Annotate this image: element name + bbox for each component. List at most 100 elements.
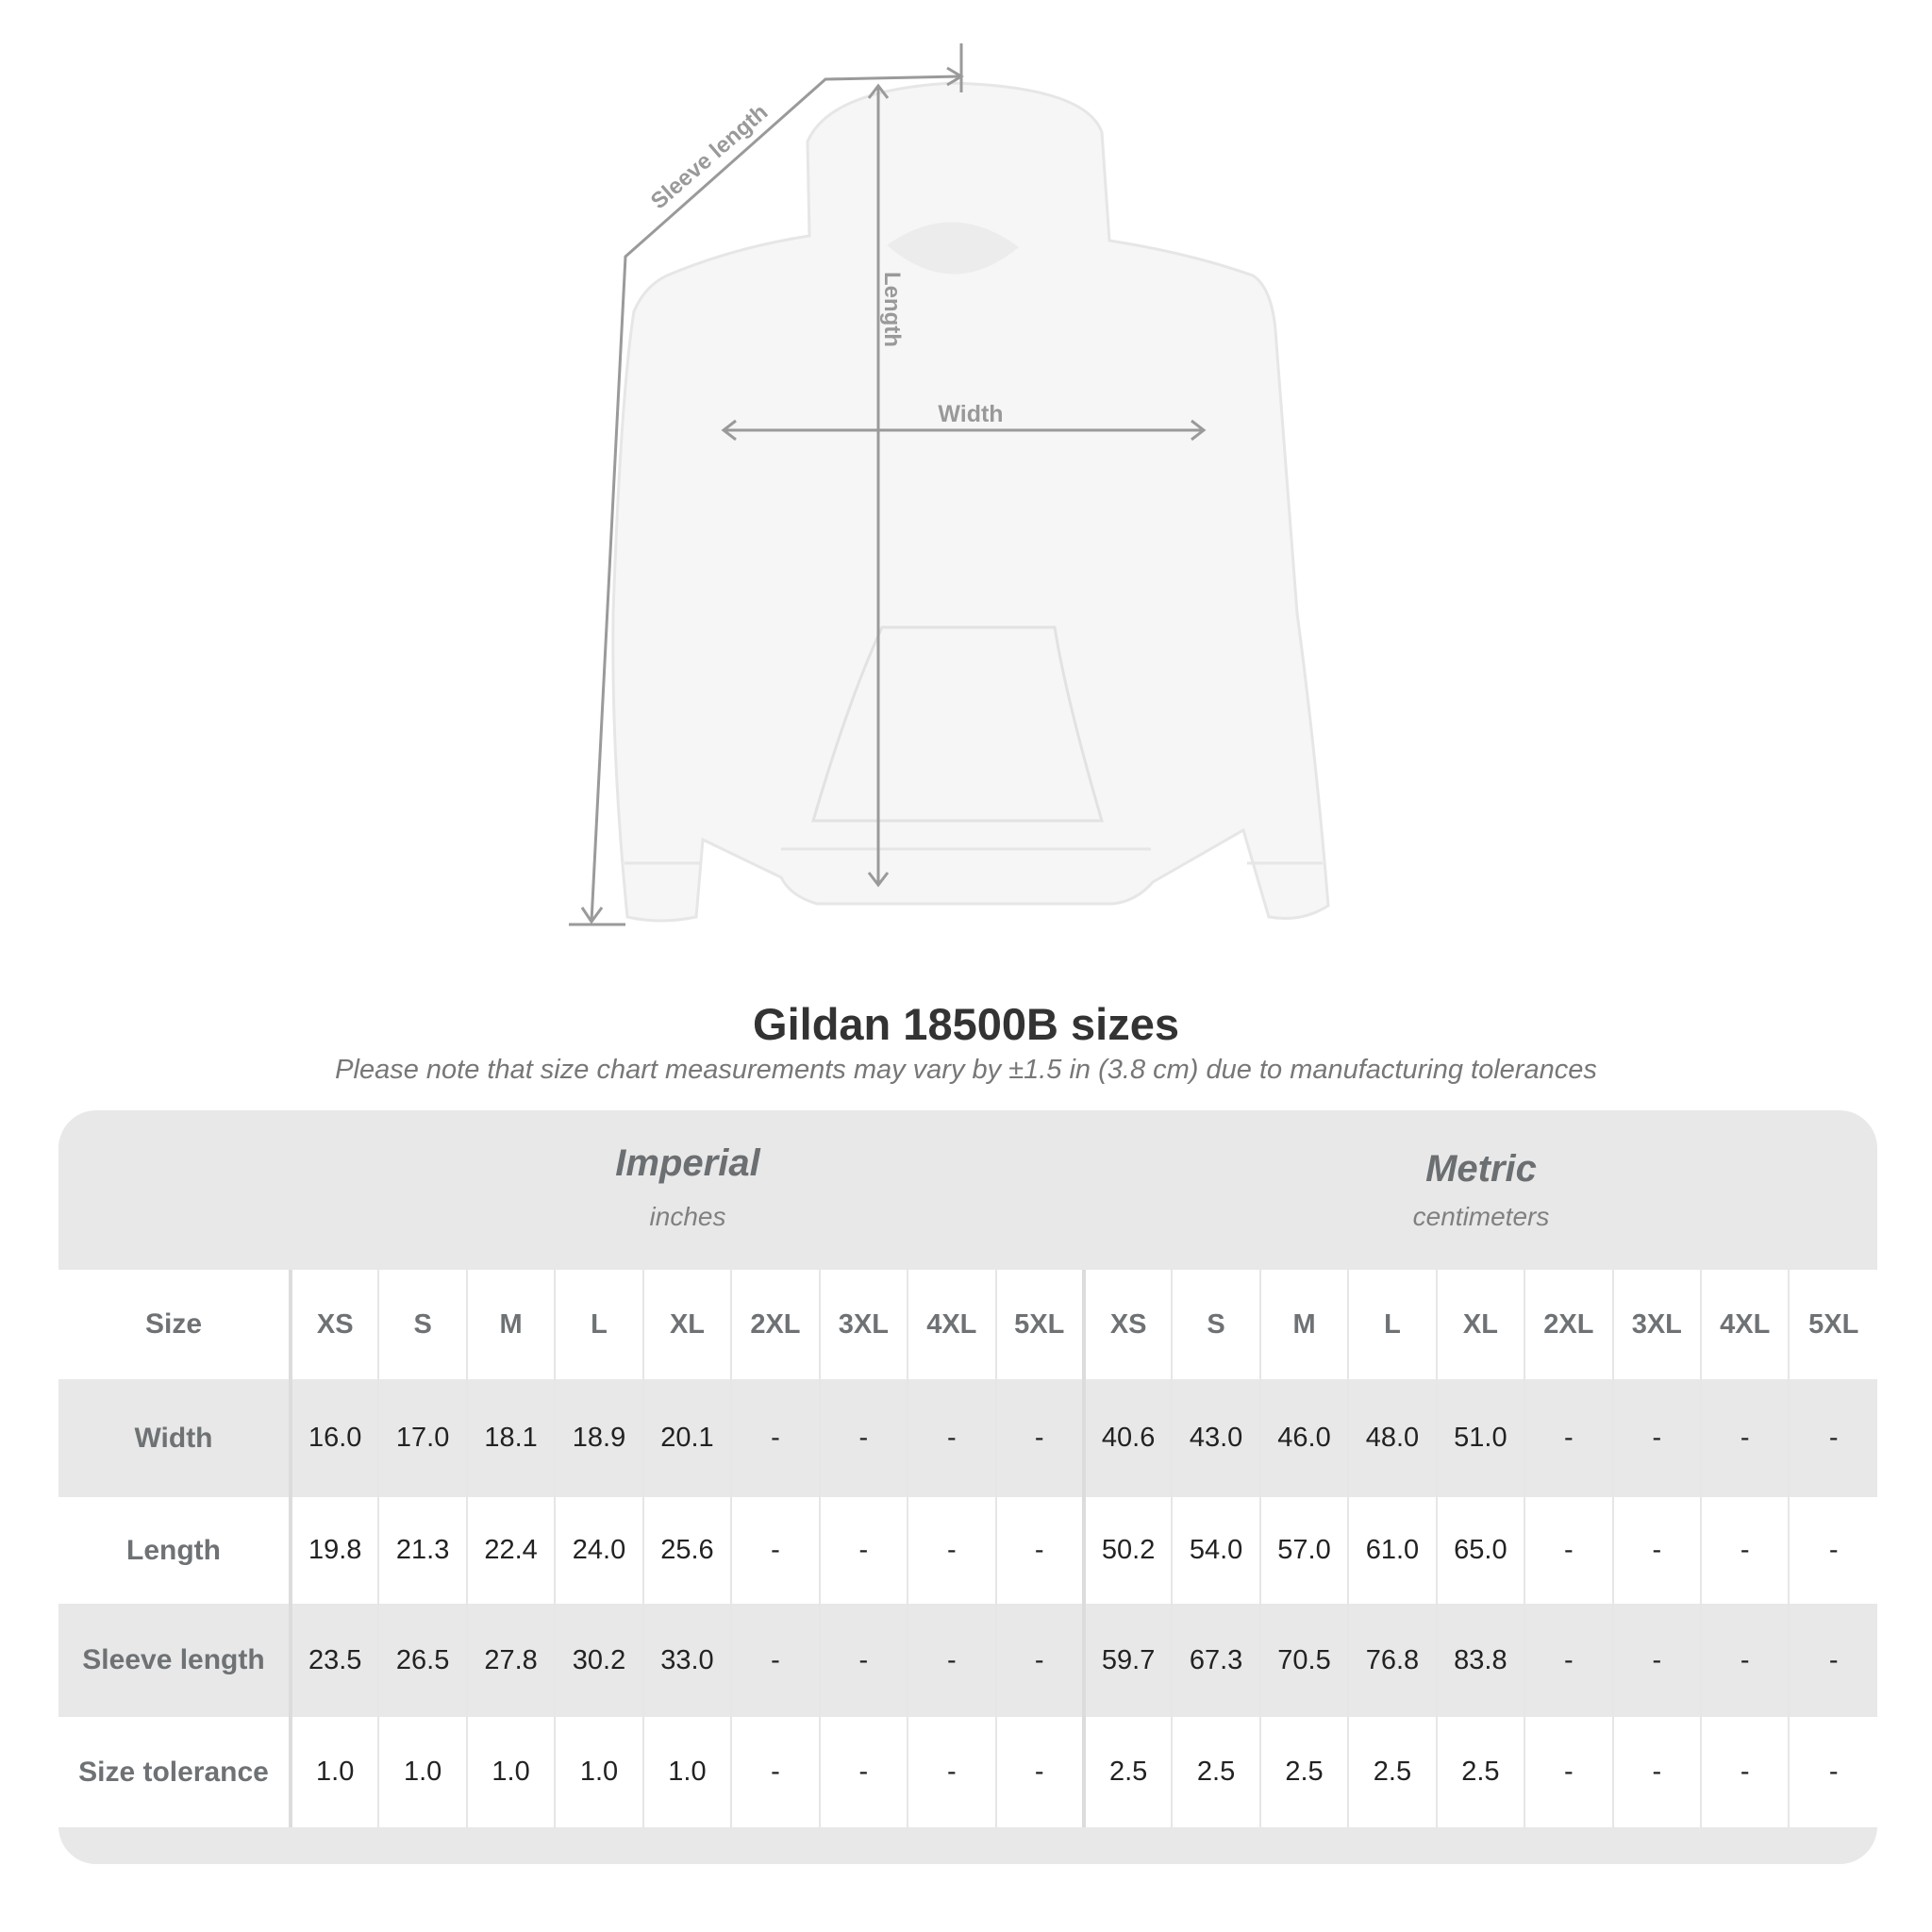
imperial-value-cell: 24.0: [554, 1497, 643, 1604]
metric-value-cell: -: [1788, 1717, 1877, 1827]
imperial-value-cell: -: [818, 1379, 908, 1497]
metric-value-cell: 76.8: [1347, 1604, 1437, 1717]
metric-title: Metric: [1425, 1148, 1537, 1190]
metric-value-cell: 40.6: [1081, 1379, 1173, 1497]
metric-unit: centimeters: [1412, 1202, 1550, 1231]
imperial-value-cell: -: [907, 1379, 996, 1497]
imperial-value-cell: 22.4: [465, 1497, 556, 1604]
table-header-row: Size XS S M L XL 2XL 3XL 4XL 5XL XS S M L XL 2XL 3XL 4XL 5…: [58, 1270, 1877, 1379]
metric-value-cell: -: [1699, 1379, 1790, 1497]
width-label: Width: [938, 401, 1003, 427]
sleeve-length-label: Sleeve length: [646, 99, 773, 214]
metric-value-cell: 67.3: [1171, 1604, 1260, 1717]
imperial-value-cell: 19.8: [289, 1497, 379, 1604]
metric-value-cell: 51.0: [1435, 1379, 1525, 1497]
imperial-value-cell: -: [994, 1604, 1084, 1717]
imperial-size-header: 5XL: [994, 1270, 1084, 1379]
imperial-size-header: XS: [289, 1270, 379, 1379]
imperial-value-cell: -: [818, 1604, 908, 1717]
hoodie-illustration: [611, 81, 1330, 923]
imperial-value-cell: -: [994, 1379, 1084, 1497]
imperial-size-header: L: [554, 1270, 643, 1379]
metric-value-cell: -: [1524, 1379, 1613, 1497]
metric-value-cell: 2.5: [1081, 1717, 1173, 1827]
table-row: Size tolerance 1.0 1.0 1.0 1.0 1.0- - - -2.5 2.5 2…: [58, 1717, 1877, 1827]
metric-value-cell: 43.0: [1171, 1379, 1260, 1497]
metric-size-header: M: [1258, 1270, 1349, 1379]
metric-size-header: XL: [1435, 1270, 1525, 1379]
metric-size-header: 3XL: [1611, 1270, 1701, 1379]
imperial-value-cell: -: [730, 1717, 820, 1827]
row-label: Length: [58, 1497, 292, 1604]
metric-size-header: 4XL: [1699, 1270, 1790, 1379]
imperial-value-cell: 26.5: [377, 1604, 467, 1717]
metric-value-cell: 57.0: [1258, 1497, 1349, 1604]
metric-value-cell: -: [1611, 1497, 1701, 1604]
imperial-value-cell: -: [730, 1379, 820, 1497]
length-measure: [867, 83, 890, 888]
imperial-value-cell: 18.1: [465, 1379, 556, 1497]
metric-value-cell: 65.0: [1435, 1497, 1525, 1604]
page-title: Gildan 18500B sizes: [753, 999, 1179, 1049]
imperial-size-header: 2XL: [730, 1270, 820, 1379]
sleeve-length-measure: [569, 43, 964, 926]
metric-value-cell: -: [1788, 1379, 1877, 1497]
imperial-value-cell: 1.0: [554, 1717, 643, 1827]
table-row: Sleeve length 23.5 26.5 27.8 30.2 33.0- - - -59.…: [58, 1604, 1877, 1717]
metric-value-cell: 61.0: [1347, 1497, 1437, 1604]
imperial-size-header: 3XL: [818, 1270, 908, 1379]
imperial-value-cell: -: [818, 1717, 908, 1827]
imperial-value-cell: -: [730, 1604, 820, 1717]
metric-value-cell: 54.0: [1171, 1497, 1260, 1604]
imperial-value-cell: 30.2: [554, 1604, 643, 1717]
metric-value-cell: 46.0: [1258, 1379, 1349, 1497]
metric-value-cell: 48.0: [1347, 1379, 1437, 1497]
table-row: Width 16.0 17.0 18.1 18.9 20.1- - - -40.6 43.0 46.…: [58, 1379, 1877, 1497]
metric-value-cell: 2.5: [1258, 1717, 1349, 1827]
imperial-value-cell: 20.1: [641, 1379, 732, 1497]
metric-size-header: 5XL: [1788, 1270, 1877, 1379]
tolerance-note: Please note that size chart measurements…: [335, 1055, 1597, 1085]
metric-value-cell: -: [1788, 1497, 1877, 1604]
metric-value-cell: 59.7: [1081, 1604, 1173, 1717]
metric-value-cell: -: [1788, 1604, 1877, 1717]
imperial-value-cell: -: [907, 1717, 996, 1827]
imperial-title: Imperial: [615, 1142, 760, 1184]
metric-value-cell: -: [1699, 1497, 1790, 1604]
imperial-size-header: XL: [641, 1270, 732, 1379]
imperial-value-cell: 16.0: [289, 1379, 379, 1497]
table-row: Length 19.8 21.3 22.4 24.0 25.6- - - -50.2 54.0 57…: [58, 1497, 1877, 1604]
metric-value-cell: -: [1699, 1717, 1790, 1827]
metric-size-header: L: [1347, 1270, 1437, 1379]
size-column-header: Size: [58, 1270, 292, 1379]
metric-value-cell: -: [1611, 1717, 1701, 1827]
row-label: Size tolerance: [58, 1717, 292, 1827]
imperial-unit: inches: [649, 1202, 726, 1231]
imperial-value-cell: -: [994, 1497, 1084, 1604]
imperial-size-header: S: [377, 1270, 467, 1379]
metric-value-cell: -: [1524, 1604, 1613, 1717]
metric-size-header: XS: [1081, 1270, 1173, 1379]
metric-value-cell: 2.5: [1435, 1717, 1525, 1827]
metric-header: Metric centimeters: [1085, 1110, 1877, 1270]
imperial-value-cell: 33.0: [641, 1604, 732, 1717]
metric-value-cell: -: [1699, 1604, 1790, 1717]
imperial-header: Imperial inches: [291, 1110, 1085, 1270]
size-grid: Size XS S M L XL 2XL 3XL 4XL 5XL XS S M L XL 2XL 3XL 4XL 5…: [58, 1270, 1877, 1827]
imperial-value-cell: 1.0: [641, 1717, 732, 1827]
imperial-value-cell: 21.3: [377, 1497, 467, 1604]
metric-size-header: S: [1171, 1270, 1260, 1379]
metric-value-cell: 83.8: [1435, 1604, 1525, 1717]
imperial-value-cell: 25.6: [641, 1497, 732, 1604]
imperial-value-cell: -: [730, 1497, 820, 1604]
hoodie-diagram: Sleeve length Length Width: [569, 43, 1330, 926]
imperial-value-cell: 17.0: [377, 1379, 467, 1497]
size-table: Imperial inches Metric centimeters Size X…: [58, 1110, 1877, 1864]
metric-value-cell: -: [1611, 1604, 1701, 1717]
row-label: Sleeve length: [58, 1604, 292, 1717]
row-label: Width: [58, 1379, 292, 1497]
metric-value-cell: 2.5: [1347, 1717, 1437, 1827]
metric-value-cell: 50.2: [1081, 1497, 1173, 1604]
metric-size-header: 2XL: [1524, 1270, 1613, 1379]
imperial-value-cell: -: [818, 1497, 908, 1604]
